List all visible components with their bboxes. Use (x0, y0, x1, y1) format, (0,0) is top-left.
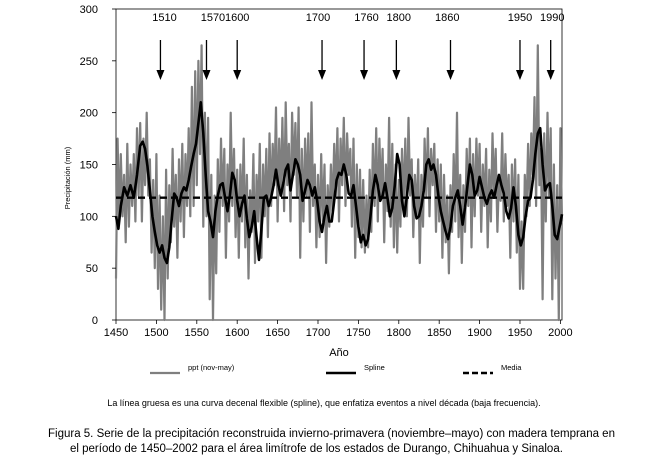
series-line-0 (114, 44, 564, 322)
x-tick-label: 1950 (508, 327, 532, 339)
x-tick-label: 1550 (185, 327, 209, 339)
legend-label-1: Spline (364, 363, 385, 372)
event-arrow-head (318, 70, 327, 80)
y-tick-label: 50 (86, 263, 98, 275)
figure-caption: Figura 5. Serie de la precipitación reco… (48, 427, 648, 457)
event-year-label: 1700 (306, 12, 330, 24)
event-arrow-head (360, 70, 369, 80)
event-arrow-head (515, 70, 524, 80)
event-year-label: 1570 (201, 12, 225, 24)
legend: ppt (nov-may) Spline Media (150, 363, 522, 375)
x-axis-label: Año (329, 347, 349, 359)
event-year-label: 1760 (354, 12, 378, 24)
y-tick-label: 300 (80, 4, 98, 16)
x-tick-label: 1800 (387, 327, 411, 339)
x-tick-label: 1850 (427, 327, 451, 339)
x-tick-label: 1750 (346, 327, 370, 339)
caption-line-1: Figura 5. Serie de la precipitación reco… (48, 428, 615, 440)
event-year-label: 1600 (225, 12, 249, 24)
caption-line-2: el período de 1450–2002 para el área lim… (70, 443, 563, 455)
event-arrow-head (202, 70, 211, 80)
x-tick-label: 1700 (306, 327, 330, 339)
y-axis-label: Precipitación (mm) (63, 146, 72, 209)
series-layer (114, 44, 564, 322)
x-tick-label: 1600 (225, 327, 249, 339)
event-year-label: 1510 (152, 12, 176, 24)
event-arrow-head (233, 70, 242, 80)
event-year-label: 1950 (508, 12, 532, 24)
event-arrow-head (546, 70, 555, 80)
y-tick-label: 250 (80, 56, 98, 68)
spline-note: La línea gruesa es una curva decenal fle… (107, 398, 541, 408)
event-year-label: 1860 (435, 12, 459, 24)
y-tick-label: 100 (80, 211, 98, 223)
x-tick-label: 1500 (144, 327, 168, 339)
y-tick-label: 150 (80, 160, 98, 172)
y-tick-label: 200 (80, 108, 98, 120)
event-annotations: 1510 1570 1600 1700 1760 1800 1860 1950 1990 (152, 12, 565, 80)
x-tick-label: 2000 (548, 327, 572, 339)
x-tick-label: 1450 (104, 327, 128, 339)
event-arrow-head (446, 70, 455, 80)
event-arrow-head (156, 70, 165, 80)
legend-label-2: Media (501, 363, 522, 372)
x-tick-label: 1900 (467, 327, 491, 339)
event-arrow-head (392, 70, 401, 80)
legend-label-0: ppt (nov-may) (188, 363, 235, 372)
event-year-label: 1990 (540, 12, 564, 24)
y-tick-label: 0 (92, 315, 98, 327)
x-tick-label: 1650 (265, 327, 289, 339)
event-year-label: 1800 (387, 12, 411, 24)
series-line-1 (114, 101, 564, 265)
precipitation-chart: 0 50 100 150 200 250 300 1450 1500 1550 1600 1650 17… (63, 4, 573, 375)
axes: 0 50 100 150 200 250 300 1450 1500 1550 1600 1650 17… (80, 4, 573, 339)
